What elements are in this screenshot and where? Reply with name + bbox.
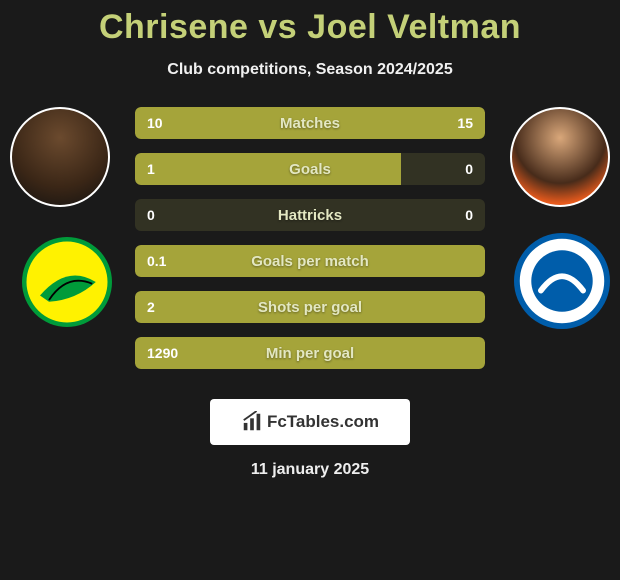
- stat-value-right: 0: [465, 153, 473, 185]
- stat-bars: Matches1015Goals10Hattricks00Goals per m…: [135, 107, 485, 383]
- stat-value-left: 1: [147, 153, 155, 185]
- player-right-avatar: [510, 107, 610, 207]
- stat-row: Hattricks0 0: [135, 199, 485, 231]
- comparison-panel: Matches1015Goals10Hattricks00Goals per m…: [0, 107, 620, 387]
- player-left-avatar: [10, 107, 110, 207]
- stat-value-left: 10: [147, 107, 163, 139]
- stat-value-right: 0: [465, 199, 473, 231]
- branding-badge[interactable]: FcTables.com: [210, 399, 410, 445]
- stat-value-left: 1290: [147, 337, 178, 369]
- stat-row: Shots per goal2: [135, 291, 485, 323]
- stat-label: Shots per goal: [135, 291, 485, 323]
- subtitle: Club competitions, Season 2024/2025: [0, 61, 620, 79]
- club-right-badge: [514, 233, 610, 329]
- stat-value-left: 2: [147, 291, 155, 323]
- stat-row: Goals per match0.1: [135, 245, 485, 277]
- stat-row: Min per goal1290: [135, 337, 485, 369]
- stat-row: Goals1 0: [135, 153, 485, 185]
- stat-label: Matches: [135, 107, 485, 139]
- stat-label: Hattricks: [135, 199, 485, 231]
- stat-value-left: 0: [147, 199, 155, 231]
- stat-label: Min per goal: [135, 337, 485, 369]
- date-label: 11 january 2025: [0, 461, 620, 479]
- page-title: Chrisene vs Joel Veltman: [0, 0, 620, 47]
- stat-row: Matches10 15: [135, 107, 485, 139]
- branding-text: FcTables.com: [267, 412, 379, 432]
- club-left-badge: [22, 237, 112, 327]
- chart-icon: [241, 411, 263, 433]
- stat-label: Goals per match: [135, 245, 485, 277]
- stat-value-right: 15: [457, 107, 473, 139]
- stat-value-left: 0.1: [147, 245, 166, 277]
- stat-label: Goals: [135, 153, 485, 185]
